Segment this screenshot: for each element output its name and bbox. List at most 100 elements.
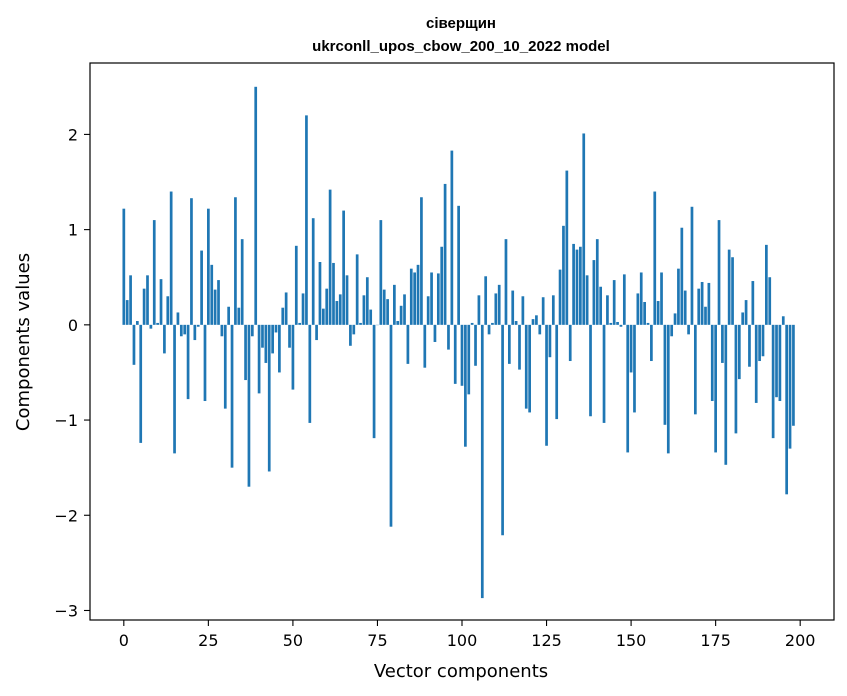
- bar: [352, 324, 356, 335]
- plot-frame: [89, 62, 835, 621]
- bar: [261, 324, 264, 348]
- bar: [328, 189, 332, 325]
- bar: [200, 250, 203, 325]
- bar: [247, 324, 251, 487]
- y-axis-label: Components values: [13, 253, 34, 431]
- bar: [149, 324, 153, 329]
- bar: [531, 319, 535, 325]
- bar: [132, 324, 136, 365]
- bar: [785, 324, 789, 495]
- bar: [135, 321, 139, 325]
- bar: [592, 260, 596, 325]
- bar: [656, 301, 660, 325]
- bar: [210, 264, 214, 325]
- bar: [443, 183, 447, 325]
- chart-subtitle: ukrconll_upos_cbow_200_10_2022 model: [312, 38, 610, 55]
- bar: [244, 324, 247, 381]
- bar: [565, 170, 569, 325]
- bar: [409, 268, 413, 325]
- x-tick-label: 0: [119, 631, 129, 650]
- bar: [551, 295, 555, 325]
- bar: [646, 322, 650, 325]
- bar: [186, 324, 190, 400]
- bar: [562, 225, 565, 325]
- bar: [487, 324, 491, 335]
- bar: [393, 284, 396, 325]
- bar: [501, 324, 504, 536]
- bar: [223, 324, 227, 409]
- bar: [693, 324, 697, 415]
- bar: [636, 293, 640, 325]
- bar: [271, 324, 274, 354]
- bar: [609, 322, 613, 325]
- bar-series: [122, 86, 795, 599]
- bar: [781, 316, 785, 325]
- bar: [457, 205, 460, 325]
- bar: [470, 322, 474, 325]
- bar: [447, 324, 450, 350]
- bar: [761, 324, 765, 357]
- bar: [511, 290, 515, 325]
- bar: [650, 324, 653, 362]
- bar: [663, 324, 667, 425]
- bar: [768, 277, 772, 325]
- bar: [406, 324, 410, 364]
- bar: [748, 324, 751, 367]
- bar: [254, 86, 258, 325]
- bar: [288, 324, 291, 348]
- bar: [792, 324, 795, 426]
- bar: [737, 324, 741, 380]
- bar: [741, 312, 745, 325]
- bar: [298, 322, 302, 325]
- bar: [710, 324, 714, 402]
- bar: [528, 324, 531, 413]
- bar: [274, 324, 278, 333]
- bar: [778, 324, 782, 402]
- bar: [217, 280, 220, 325]
- bar: [433, 324, 437, 342]
- bar: [379, 220, 383, 325]
- bar: [680, 227, 684, 325]
- bar: [308, 324, 312, 423]
- bar: [538, 324, 542, 335]
- bar: [403, 294, 406, 325]
- bar: [440, 246, 444, 325]
- x-axis-ticks: 0 25 50 75 100 125 150 175 200: [119, 620, 815, 650]
- bar: [704, 306, 707, 325]
- bar: [524, 324, 528, 409]
- bar: [294, 245, 298, 325]
- bar: [156, 322, 159, 325]
- bar: [338, 294, 342, 325]
- y-tick-label: 2: [68, 125, 78, 144]
- bar: [518, 324, 521, 370]
- bar: [480, 324, 484, 599]
- bar: [558, 269, 562, 325]
- bar: [687, 324, 690, 335]
- bar: [477, 295, 481, 325]
- bar: [765, 244, 768, 325]
- bar: [467, 324, 471, 395]
- bar: [281, 307, 285, 325]
- bar: [169, 191, 173, 325]
- x-axis-label: Vector components: [374, 661, 548, 682]
- bar: [589, 324, 592, 417]
- bar: [220, 324, 224, 337]
- bar: [643, 301, 646, 325]
- bar: [450, 150, 454, 325]
- bar: [257, 324, 261, 394]
- bar: [579, 246, 582, 325]
- bar: [355, 254, 359, 325]
- bar: [382, 289, 386, 325]
- bar: [146, 275, 149, 325]
- bar: [545, 324, 548, 446]
- bar: [129, 275, 132, 325]
- bar: [359, 322, 362, 325]
- bar: [335, 301, 339, 325]
- bar: [399, 305, 403, 325]
- bar: [619, 324, 623, 327]
- bar: [152, 220, 156, 325]
- x-tick-label: 75: [367, 631, 387, 650]
- bar: [311, 218, 315, 325]
- bar: [731, 257, 734, 325]
